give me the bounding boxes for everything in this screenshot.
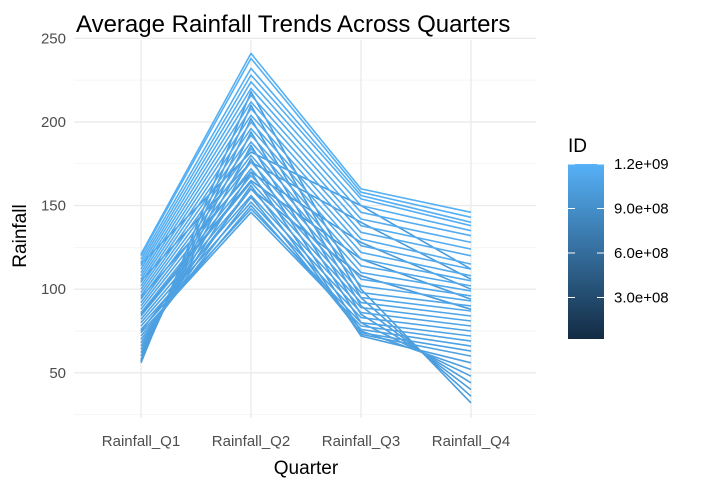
series-line-37 (140, 67, 472, 260)
y-tick-label: 150 (41, 198, 66, 215)
series-line-33 (140, 94, 472, 273)
x-tick-label: Rainfall_Q3 (322, 433, 400, 450)
y-axis-title: Rainfall (10, 204, 31, 267)
series-line-18 (140, 194, 472, 327)
series-line-26 (140, 141, 472, 297)
series-line-39 (140, 52, 472, 255)
y-axis-tick-labels: 50 100 150 200 250 (41, 30, 66, 382)
legend-tick-label: 9.0e+08 (614, 200, 669, 217)
series-line-16 (140, 208, 472, 337)
series-lines (140, 52, 472, 404)
chart-title: Average Rainfall Trends Across Quarters (76, 11, 510, 38)
y-tick-label: 200 (41, 114, 66, 131)
series-line-23 (140, 161, 472, 307)
series-line-20 (140, 181, 472, 317)
legend: ID 3.0e+08 6.0e+08 9.0e+08 1.2e+09 (568, 136, 669, 339)
legend-ticks: 3.0e+08 6.0e+08 9.0e+08 1.2e+09 (568, 156, 669, 306)
x-tick-label: Rainfall_Q2 (212, 433, 290, 450)
series-line-35 (140, 81, 472, 267)
series-line-14 (140, 204, 472, 347)
series-line-17 (140, 201, 472, 332)
y-tick-label: 50 (49, 365, 66, 382)
series-line-34 (140, 87, 472, 270)
series-line-15 (140, 211, 472, 342)
x-axis-title: Quarter (274, 458, 339, 479)
series-line-21 (140, 174, 472, 314)
y-tick-label: 250 (41, 30, 66, 47)
series-line-27 (140, 134, 472, 294)
y-tick-label: 100 (41, 281, 66, 298)
series-line-29 (140, 121, 472, 287)
series-line-22 (140, 168, 472, 310)
x-axis-tick-labels: Rainfall_Q1 Rainfall_Q2 Rainfall_Q3 Rainfal… (102, 433, 510, 450)
legend-tick-label: 3.0e+08 (614, 289, 669, 306)
series-line-25 (140, 147, 472, 300)
x-tick-label: Rainfall_Q1 (102, 433, 180, 450)
legend-tick-label: 6.0e+08 (614, 245, 669, 262)
legend-tick-label: 1.2e+09 (614, 156, 669, 173)
series-line-31 (140, 107, 472, 280)
x-tick-label: Rainfall_Q4 (432, 433, 510, 450)
series-line-36 (140, 74, 472, 263)
series-line-38 (140, 57, 472, 257)
legend-title: ID (568, 136, 587, 157)
series-line-19 (140, 188, 472, 322)
legend-colorbar (568, 164, 604, 339)
series-line-28 (140, 127, 472, 290)
series-line-30 (140, 114, 472, 283)
series-line-24 (140, 154, 472, 304)
series-line-32 (140, 101, 472, 277)
